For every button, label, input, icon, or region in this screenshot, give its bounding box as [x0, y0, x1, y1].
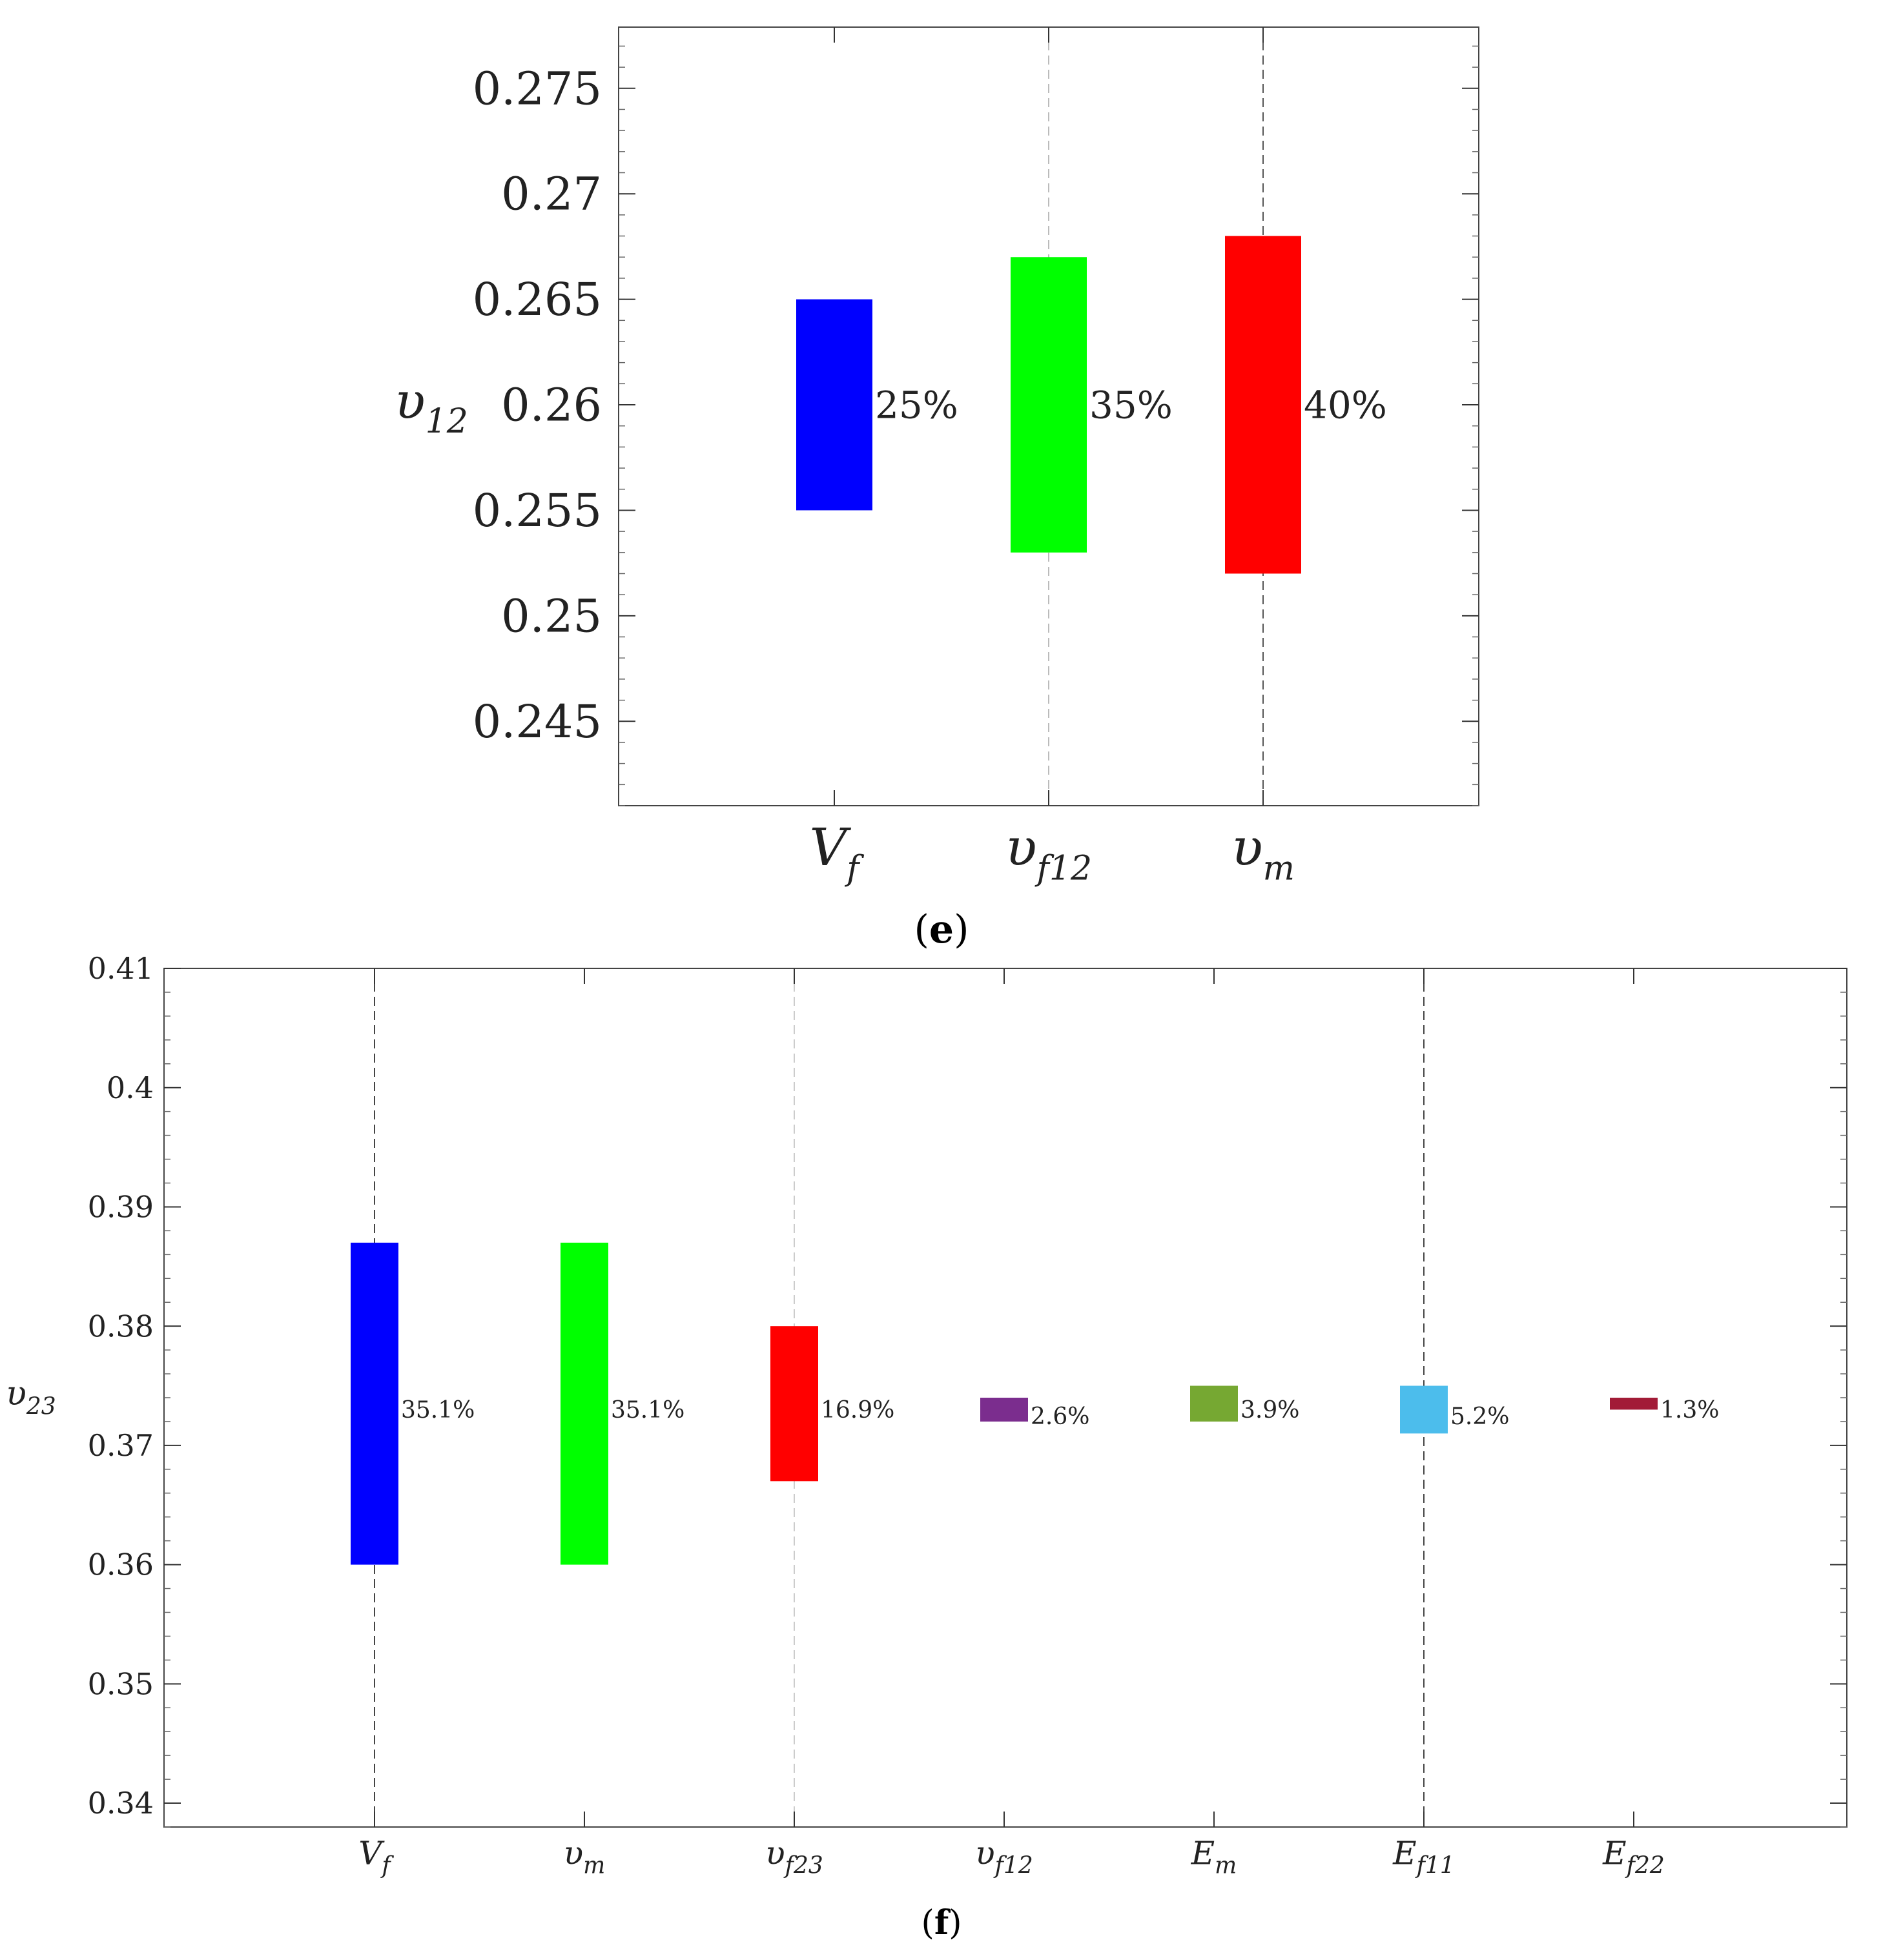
caption-open-paren: ( — [921, 1904, 934, 1943]
y-tick-label: 0.275 — [473, 62, 602, 115]
caption-open-paren: ( — [914, 907, 929, 952]
floating-bar — [1610, 1398, 1658, 1410]
caption-close-paren: ) — [949, 1904, 962, 1943]
y-axis-label-base: υ — [6, 1374, 26, 1413]
x-category-label-base: υ — [1005, 817, 1037, 877]
x-category-label-base: υ — [765, 1835, 785, 1872]
bar-percentage-label: 40% — [1304, 383, 1387, 427]
bar-percentage-label: 16.9% — [821, 1397, 894, 1424]
bar-percentage-label: 35.1% — [611, 1397, 684, 1424]
floating-bar — [561, 1242, 608, 1565]
x-category-label-subscript: m — [1263, 849, 1295, 888]
x-category-label-base: E — [1191, 1835, 1215, 1872]
x-category-label-base: υ — [975, 1835, 994, 1872]
y-tick-label: 0.255 — [473, 484, 602, 537]
bar-percentage-label: 1.3% — [1660, 1397, 1719, 1424]
y-tick-label: 0.41 — [88, 951, 154, 986]
y-axis-label-subscript: 12 — [426, 402, 468, 441]
x-category-label: υf12 — [1005, 817, 1092, 888]
x-category-label-base: V — [809, 817, 851, 877]
x-category-label-base: V — [358, 1835, 385, 1872]
x-category-label: Ef11 — [1392, 1835, 1455, 1879]
x-category-label-subscript: f11 — [1415, 1853, 1455, 1879]
bar-percentage-label: 25% — [875, 383, 958, 427]
x-category-label-subscript: m — [1215, 1853, 1237, 1879]
bar-percentage-label: 35% — [1089, 383, 1173, 427]
floating-bar — [770, 1326, 818, 1482]
bar-percentage-label: 35.1% — [401, 1397, 475, 1424]
y-tick-label: 0.39 — [88, 1190, 154, 1225]
floating-bar — [1011, 257, 1087, 553]
y-tick-label: 0.27 — [501, 168, 602, 221]
x-category-label: Em — [1191, 1835, 1237, 1879]
x-category-label-base: E — [1392, 1835, 1417, 1872]
x-category-label: Ef22 — [1602, 1835, 1665, 1879]
caption-letter: e — [929, 907, 954, 952]
y-tick-label: 0.26 — [501, 379, 602, 432]
y-axis-label: υ23 — [6, 1374, 56, 1420]
x-category-label-subscript: m — [583, 1853, 605, 1879]
x-category-label-base: υ — [564, 1835, 583, 1872]
y-tick-label: 0.34 — [88, 1786, 154, 1821]
x-category-label-base: υ — [1231, 817, 1263, 877]
y-tick-label: 0.35 — [88, 1666, 154, 1701]
y-tick-label: 0.38 — [88, 1309, 154, 1343]
x-category-label: υm — [564, 1835, 606, 1879]
floating-bar — [1190, 1385, 1238, 1422]
x-category-label-subscript: f23 — [783, 1853, 823, 1879]
y-axis-label-base: υ — [395, 373, 425, 431]
y-tick-label: 0.265 — [473, 273, 602, 326]
x-category-label-subscript: f22 — [1625, 1853, 1665, 1879]
panel-caption: (f) — [921, 1903, 962, 1943]
y-tick-label: 0.36 — [88, 1547, 154, 1582]
x-category-label-base: E — [1602, 1835, 1627, 1872]
bar-percentage-label: 2.6% — [1031, 1404, 1089, 1430]
floating-bar — [1400, 1385, 1448, 1434]
floating-bar — [1225, 236, 1301, 574]
x-category-label-subscript: f12 — [1034, 849, 1092, 888]
y-tick-label: 0.4 — [107, 1070, 154, 1105]
panel-caption: (e) — [914, 907, 969, 952]
y-tick-label: 0.37 — [88, 1428, 154, 1463]
floating-bar — [980, 1398, 1028, 1422]
bar-percentage-label: 3.9% — [1240, 1397, 1299, 1424]
y-tick-label: 0.25 — [501, 589, 602, 642]
y-tick-label: 0.245 — [473, 695, 602, 748]
caption-letter: f — [934, 1903, 951, 1943]
x-category-label: Vf — [809, 817, 864, 888]
y-axis-label: υ12 — [395, 373, 468, 441]
x-category-label: υm — [1231, 817, 1295, 888]
floating-bar — [796, 299, 872, 511]
x-category-label: Vf — [358, 1835, 394, 1879]
y-axis-label-subscript: 23 — [26, 1394, 56, 1420]
x-category-label-subscript: f — [380, 1853, 394, 1879]
x-category-label: υf23 — [765, 1835, 823, 1879]
floating-bar — [351, 1242, 398, 1565]
x-category-label-subscript: f — [844, 849, 864, 888]
caption-close-paren: ) — [954, 907, 969, 952]
x-category-label-subscript: f12 — [993, 1853, 1033, 1879]
x-category-label: υf12 — [975, 1835, 1033, 1879]
bar-percentage-label: 5.2% — [1450, 1404, 1509, 1430]
